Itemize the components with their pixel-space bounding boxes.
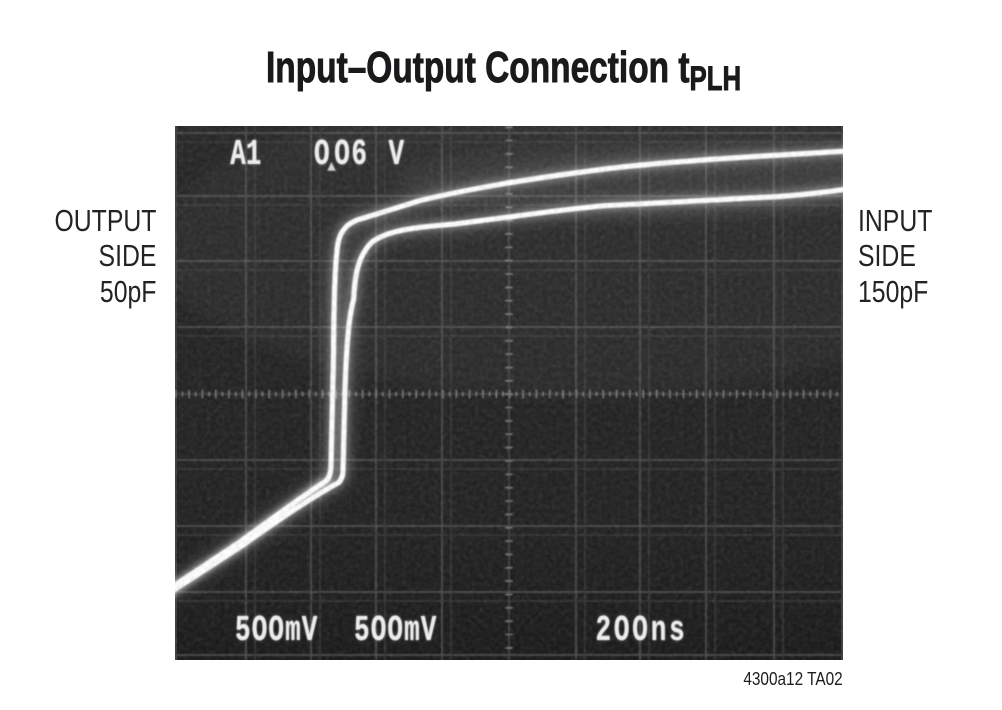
svg-text:6: 6 bbox=[351, 135, 367, 175]
svg-text:5OOmV: 5OOmV bbox=[354, 611, 438, 651]
svg-text:A1: A1 bbox=[230, 135, 261, 175]
svg-text:5OOmV: 5OOmV bbox=[354, 611, 438, 651]
svg-text:V: V bbox=[389, 135, 405, 175]
svg-text:O: O bbox=[334, 135, 350, 175]
svg-text:6: 6 bbox=[351, 135, 367, 175]
svg-text:A1: A1 bbox=[230, 135, 261, 175]
svg-text:O: O bbox=[334, 135, 350, 175]
svg-text:O: O bbox=[314, 135, 330, 175]
svg-text:5OOmV: 5OOmV bbox=[235, 611, 319, 651]
svg-text:V: V bbox=[389, 135, 405, 175]
svg-text:2OOns: 2OOns bbox=[596, 611, 688, 651]
svg-text:O: O bbox=[314, 135, 330, 175]
svg-text:5OOmV: 5OOmV bbox=[235, 611, 319, 651]
svg-text:2OOns: 2OOns bbox=[596, 611, 688, 651]
